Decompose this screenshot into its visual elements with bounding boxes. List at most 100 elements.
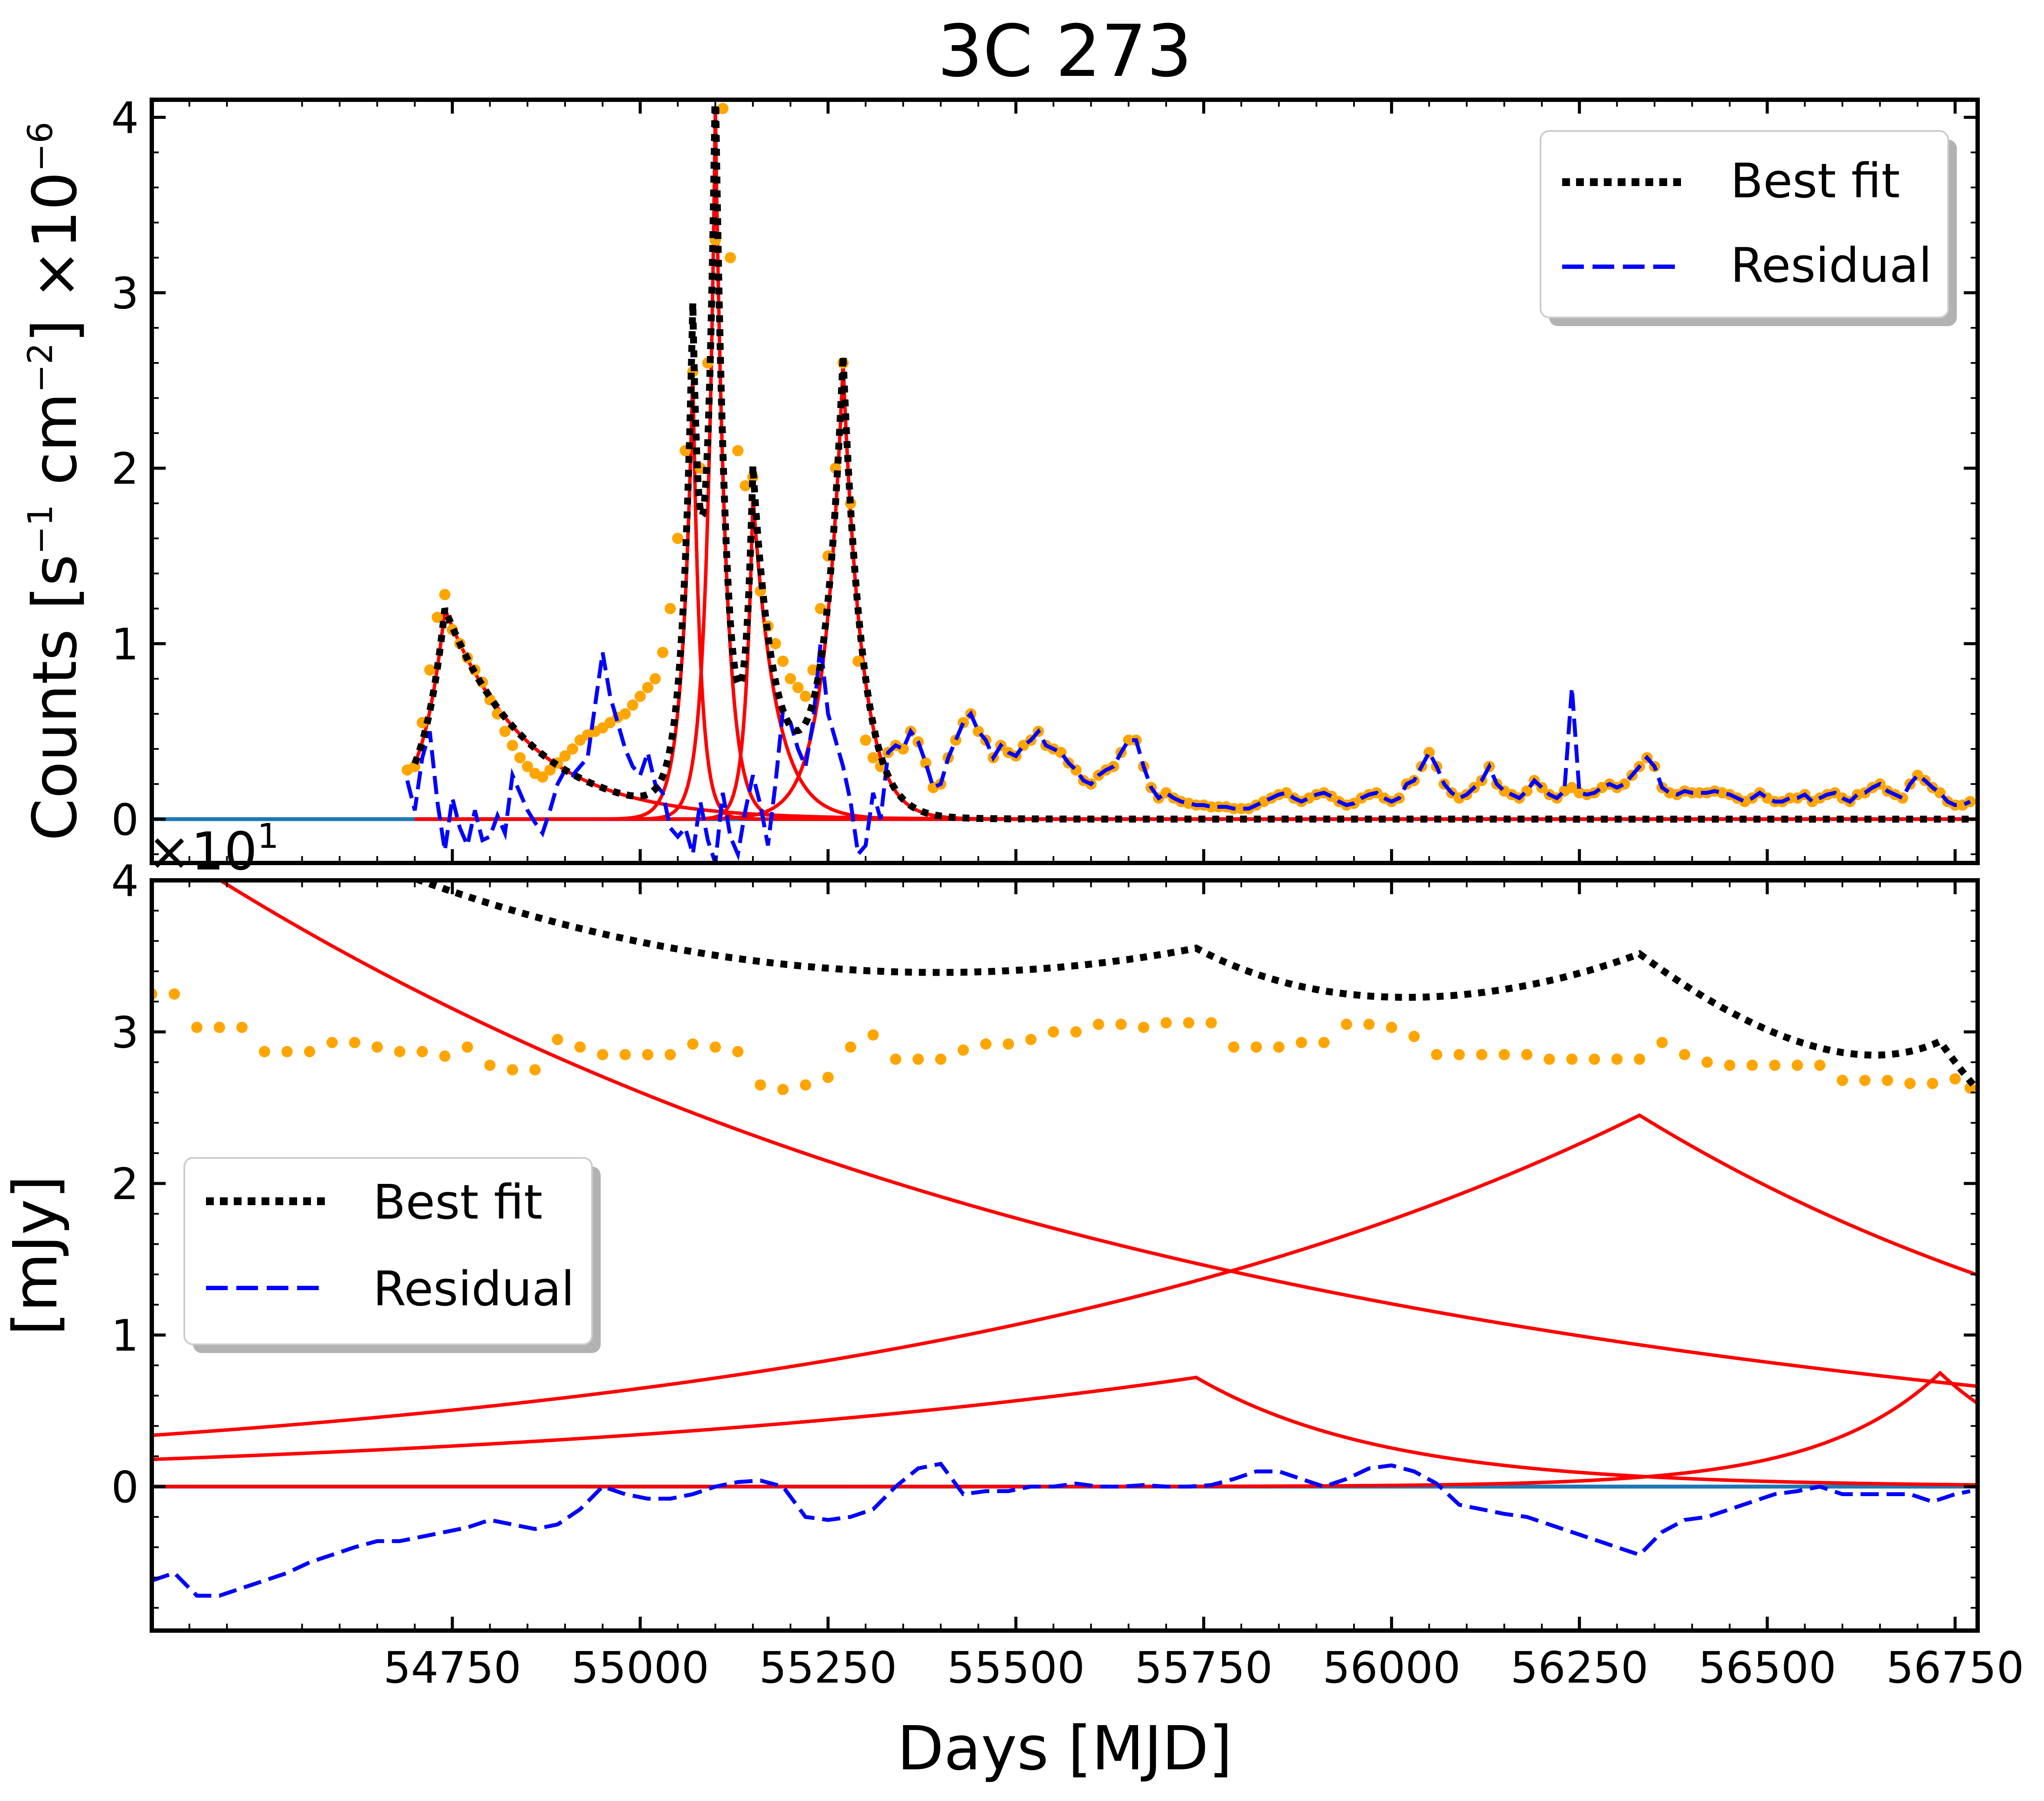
observed-point (574, 1041, 586, 1053)
observed-point (755, 1079, 766, 1091)
legend-residual-label: Residual (373, 1261, 575, 1317)
observed-point (800, 690, 811, 702)
legend-best-fit-label: Best fit (1730, 153, 1900, 209)
y-tick-label: 3 (111, 268, 139, 319)
observed-point (619, 708, 631, 720)
flare-component-1 (217, 880, 1978, 1388)
observed-point (980, 1038, 992, 1050)
observed-point (1769, 1059, 1781, 1071)
observed-point (792, 682, 804, 693)
best-fit-line (409, 880, 1978, 1092)
observed-point (814, 603, 826, 614)
flare-component-4 (415, 494, 1978, 821)
observed-point (439, 1050, 451, 1062)
bottom-plot-area (152, 880, 1978, 1598)
observed-point (168, 988, 180, 1000)
observed-point (1882, 1075, 1894, 1086)
observed-point (258, 1046, 270, 1057)
observed-point (424, 664, 436, 676)
y-tick-label: 2 (111, 1159, 139, 1209)
x-tick-label: 56000 (1323, 1642, 1461, 1693)
observed-point (1927, 1078, 1939, 1089)
observed-point (785, 673, 796, 685)
observed-point (867, 1029, 879, 1041)
observed-point (1814, 1059, 1826, 1071)
observed-point (1138, 1022, 1149, 1033)
observed-point (432, 611, 443, 623)
observed-point (1273, 1041, 1285, 1053)
observed-point (800, 1079, 811, 1091)
observed-point (642, 682, 654, 693)
observed-point (1431, 1049, 1442, 1060)
x-tick-label: 55500 (947, 1642, 1085, 1693)
observed-point (1837, 1075, 1848, 1086)
observed-point (867, 752, 879, 764)
x-tick-label: 55250 (759, 1642, 897, 1693)
observed-point (1476, 1049, 1488, 1060)
observed-point (514, 752, 526, 764)
bottom-axes-frame (150, 878, 1980, 1633)
observed-point (672, 533, 684, 544)
bottom-legend: Best fit Residual (183, 1157, 601, 1353)
observed-point (439, 588, 451, 600)
observed-point (1205, 1017, 1217, 1029)
observed-point (507, 1064, 518, 1075)
observed-point (371, 1041, 383, 1053)
top-panel: 0 1 2 3 4 Counts [s−1 cm−2] ×10−6 ×101 Best … (20, 92, 1980, 882)
top-ticks: 0 1 2 3 4 (111, 92, 1978, 863)
observed-point (1070, 1026, 1082, 1038)
bottom-ticks: 0 1 2 3 4 54750 55000 55250 55500 55750 56000 56250… (111, 856, 2024, 1693)
observed-point (1679, 1049, 1691, 1060)
observed-point (710, 1041, 721, 1053)
x-tick-label: 56500 (1698, 1642, 1836, 1693)
y-tick-label: 1 (111, 1310, 139, 1361)
bottom-ylabel: [mJy] (0, 1175, 71, 1336)
flare-component-5 (415, 363, 1978, 821)
residual-line (405, 643, 1971, 863)
top-legend: Best fit Residual (1540, 130, 1957, 326)
flare-component-4 (152, 1370, 1978, 1488)
observed-point (717, 103, 729, 114)
observed-point (1792, 1059, 1803, 1071)
flare-component-2 (152, 1376, 1978, 1487)
observed-point (499, 726, 511, 737)
flare-component-3 (152, 1113, 1978, 1437)
observed-point (845, 1041, 857, 1053)
observed-point (1003, 1038, 1014, 1050)
observed-point (213, 1022, 225, 1033)
observed-point (191, 1022, 203, 1033)
observed-point (769, 638, 781, 650)
observed-point (739, 480, 751, 492)
observed-point (1318, 1036, 1330, 1048)
observed-point (1363, 1019, 1375, 1030)
observed-point (1611, 1053, 1623, 1065)
x-tick-label: 54750 (383, 1642, 521, 1693)
observed-point (732, 445, 744, 457)
observed-point (822, 1072, 834, 1083)
observed-point (461, 1041, 473, 1053)
observed-point (522, 761, 533, 772)
observed-point (544, 764, 556, 776)
observed-point (1544, 1053, 1555, 1065)
observed-point (1341, 1019, 1352, 1030)
observed-point (1386, 1022, 1397, 1033)
observed-point (1498, 1049, 1510, 1060)
observed-point (349, 1036, 360, 1048)
observed-point (1904, 1078, 1916, 1089)
observed-point (1964, 1082, 1976, 1094)
observed-point (567, 743, 579, 755)
observed-point (1656, 1036, 1668, 1048)
observed-point (1701, 1056, 1713, 1068)
observed-point (619, 1049, 631, 1060)
top-offset-text: ×101 (147, 817, 279, 882)
top-ylabel: Counts [s−1 cm−2] ×10−6 (20, 122, 91, 841)
observed-point (777, 655, 789, 667)
observed-point (1566, 1053, 1578, 1065)
observed-point (912, 1053, 924, 1065)
observed-point (416, 1046, 428, 1057)
top-axes-frame (150, 98, 1980, 865)
y-tick-label: 4 (111, 856, 139, 906)
observed-point (777, 1084, 789, 1095)
observed-point (597, 1049, 608, 1060)
